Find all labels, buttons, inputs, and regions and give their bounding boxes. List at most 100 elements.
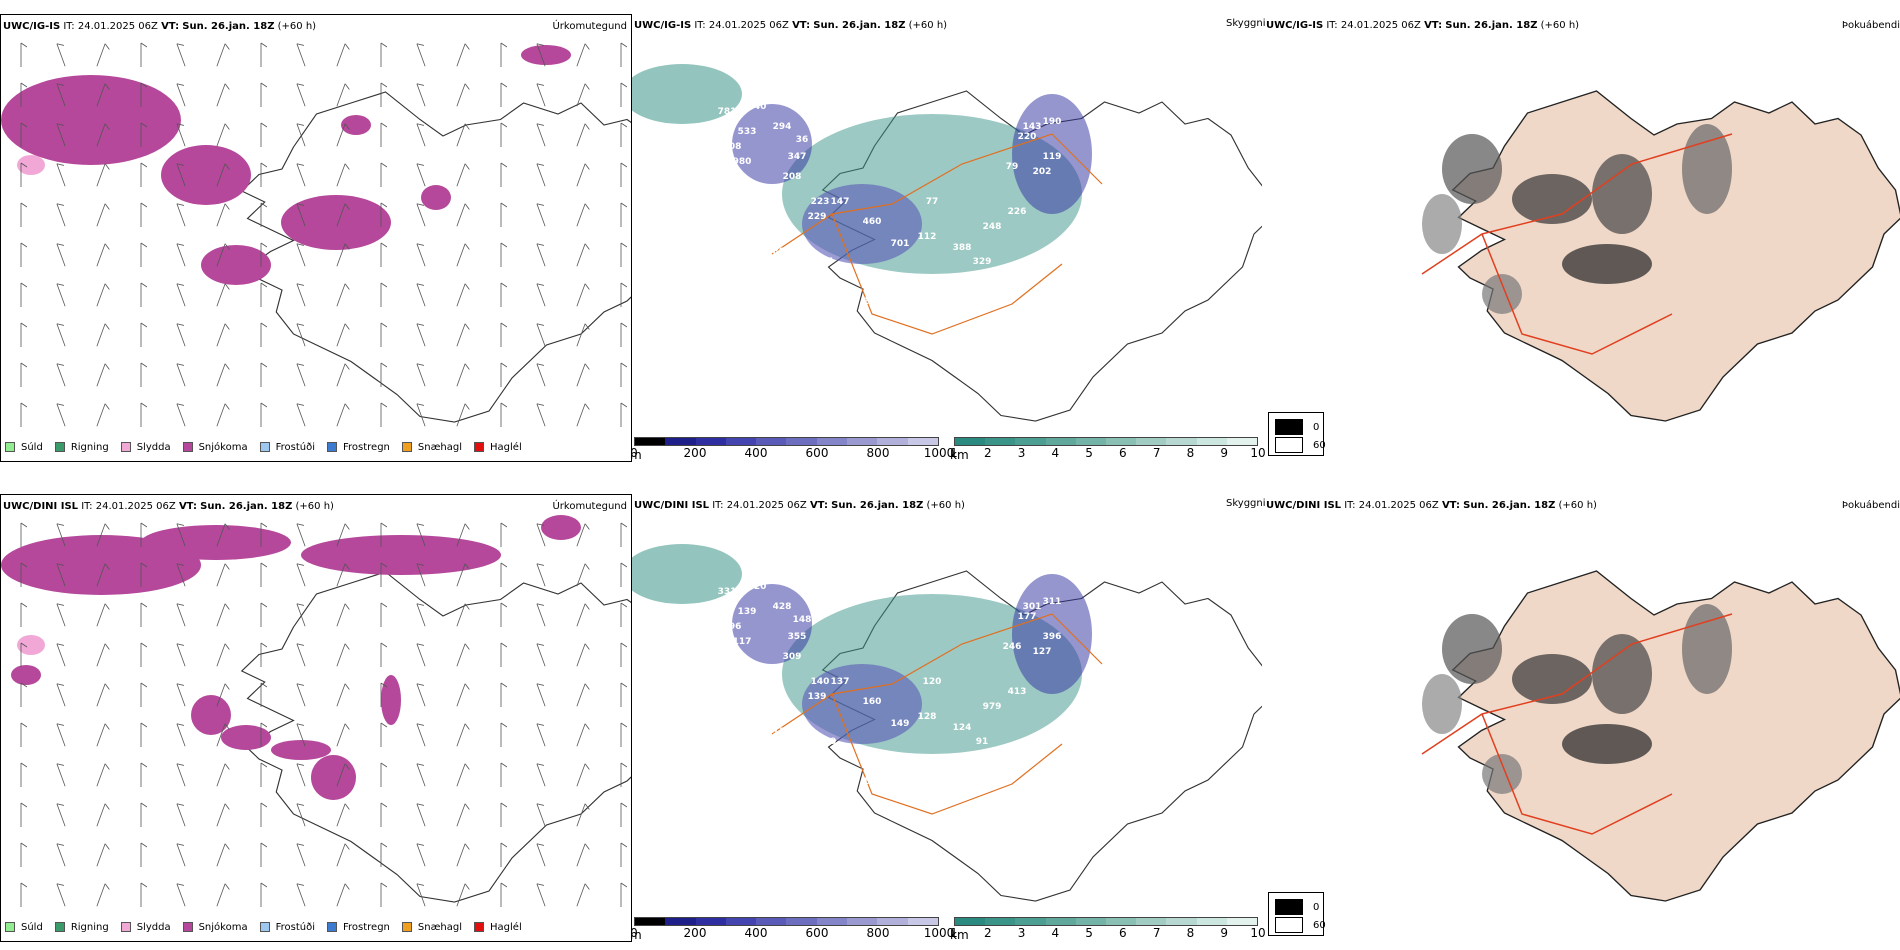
wind-barb: [260, 162, 268, 187]
wind-barb: [456, 683, 470, 707]
ceiling-height-label: 781: [718, 107, 737, 117]
wind-barb: [20, 82, 28, 107]
wind-barb: [620, 762, 628, 787]
legend-swatch: [54, 442, 65, 452]
road-network: [771, 613, 1103, 815]
wind-barb: [176, 83, 186, 107]
wind-barb: [500, 522, 508, 547]
scale-tick-label: 400: [744, 926, 768, 940]
panel-header: UWC/DINI ISL IT: 24.01.2025 06Z VT: Sun.…: [634, 500, 965, 511]
scale-tick-label: 8: [1186, 926, 1195, 940]
wind-barb: [416, 843, 426, 867]
fog-shading: [1442, 134, 1502, 204]
wind-barb: [456, 803, 470, 827]
wind-barb: [536, 683, 546, 707]
wind-barb: [176, 283, 186, 307]
wind-barb: [176, 763, 186, 787]
wind-barb: [260, 642, 268, 667]
wind-barb: [96, 283, 110, 307]
fog-shading: [1592, 634, 1652, 714]
wind-barb: [20, 162, 28, 187]
wind-barb: [620, 602, 628, 627]
legend-label: Frostregn: [343, 441, 390, 453]
ceiling-height-label: 177: [1018, 612, 1037, 622]
wind-barb: [456, 283, 470, 307]
wind-barb: [56, 283, 66, 307]
scale-tick-label: 8: [1186, 446, 1195, 460]
snowfall-area: [541, 515, 581, 540]
legend-label: Rigning: [70, 921, 109, 933]
wind-barb: [576, 403, 590, 427]
precip-legend-item: Snæhagl: [401, 921, 463, 933]
fog-shading: [1592, 154, 1652, 234]
precip-legend-item: Súld: [5, 442, 43, 453]
wind-barb: [176, 683, 186, 707]
wind-barb: [456, 603, 470, 627]
wind-barb: [20, 322, 28, 347]
scale-bin: [1075, 438, 1107, 445]
scale-bin: [816, 438, 848, 445]
ceiling-height-label: 134: [898, 307, 917, 317]
wind-barb: [140, 882, 148, 907]
legend-swatch: [120, 442, 131, 452]
scale-bin: [816, 918, 848, 925]
ceiling-height-label: 294: [773, 122, 792, 132]
wind-barb: [500, 122, 508, 147]
coastline: [1451, 90, 1900, 422]
panel-header: UWC/DINI ISL IT: 24.01.2025 06Z VT: Sun.…: [3, 501, 334, 512]
ceiling-height-label: 196: [723, 622, 742, 632]
low-visibility-area: [632, 64, 742, 124]
ceiling-height-label: 388: [953, 243, 972, 253]
wind-barb: [536, 323, 546, 347]
ceiling-height-label: 208: [783, 172, 802, 182]
wind-barb: [336, 643, 350, 667]
wind-barb: [140, 42, 148, 67]
wind-barb: [216, 563, 230, 587]
wind-barb: [536, 243, 546, 267]
wind-barb: [576, 763, 590, 787]
wind-barb: [576, 563, 590, 587]
panel-header: UWC/IG-IS IT: 24.01.2025 06Z VT: Sun. 26…: [3, 21, 317, 32]
wind-barb: [140, 642, 148, 667]
scale-bin: [756, 918, 787, 925]
ceiling-title: Skyggni: [1226, 498, 1266, 509]
scale-bin: [955, 918, 986, 925]
wind-barb: [416, 83, 426, 107]
scale-tick-label: 6: [1119, 926, 1127, 940]
legend-label: Snæhagl: [417, 921, 463, 933]
wind-barb: [620, 522, 628, 547]
scale-bin: [695, 438, 726, 445]
scale-bin: [1166, 918, 1197, 925]
wind-barb: [536, 843, 546, 867]
wind-barb: [56, 203, 66, 227]
wind-barb: [416, 403, 426, 427]
wind-barb: [576, 883, 590, 907]
ceiling-height-label: 806: [1048, 57, 1067, 67]
wind-barb: [56, 403, 66, 427]
wind-barb: [260, 202, 268, 227]
wind-barb: [296, 123, 306, 147]
wind-barb: [296, 323, 306, 347]
wind-barb: [56, 843, 66, 867]
wind-barb: [96, 523, 110, 547]
road-network: [1421, 613, 1733, 835]
precip-type-map: [1, 42, 631, 427]
scale-tick-label: 3: [1017, 926, 1026, 940]
wind-barb: [96, 843, 110, 867]
snowfall-area: [191, 695, 231, 735]
snowfall-area: [311, 755, 356, 800]
snowfall-area: [161, 145, 251, 205]
wind-barb: [536, 403, 546, 427]
wind-barb: [20, 602, 28, 627]
scale-bin: [877, 918, 908, 925]
wind-barb: [380, 522, 388, 547]
scale-tick-label: 4: [1051, 926, 1060, 940]
legend-swatch: [474, 442, 485, 452]
scale-tick-label: 800: [866, 446, 890, 460]
wind-barb: [260, 82, 268, 107]
scale-bin: [1015, 918, 1046, 925]
wind-barb: [416, 523, 426, 547]
wind-barb: [620, 282, 628, 307]
wind-barb: [380, 882, 388, 907]
ceiling-height-label: 140: [811, 677, 830, 687]
